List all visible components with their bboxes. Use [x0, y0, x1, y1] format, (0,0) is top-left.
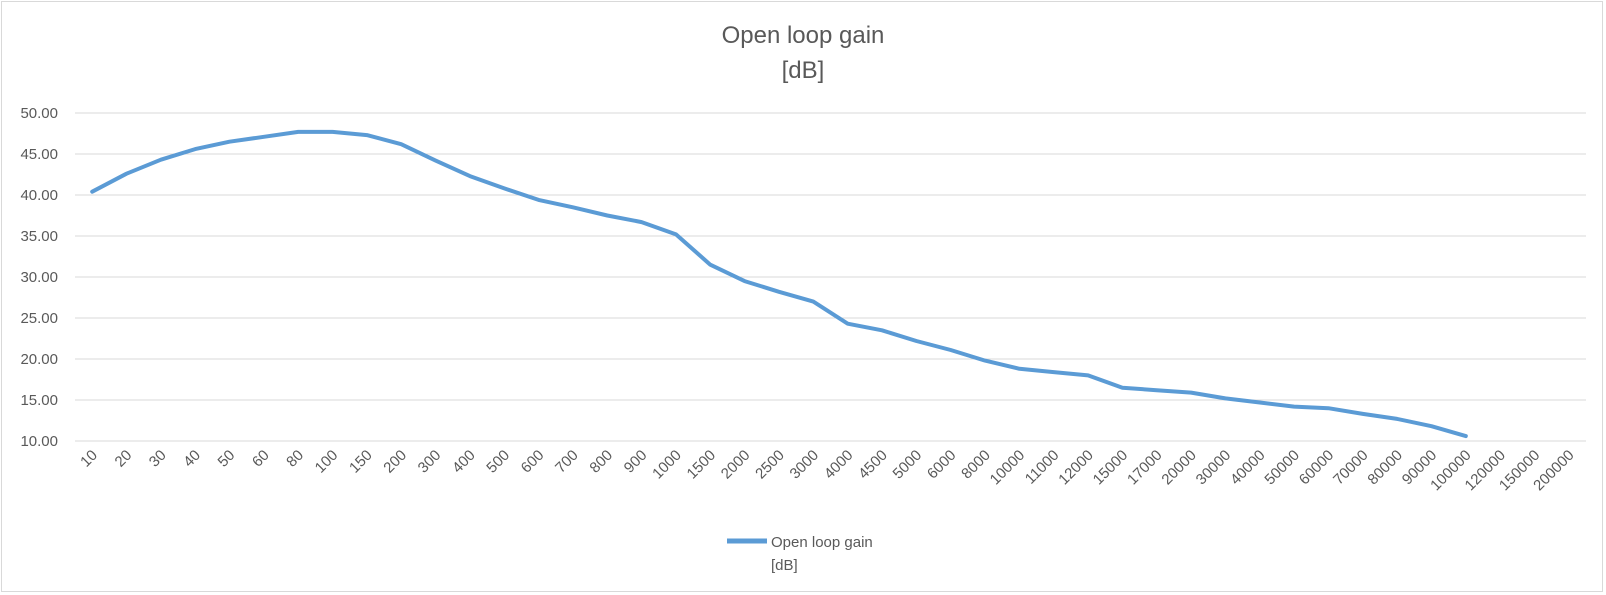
y-tick-label: 25.00	[20, 310, 58, 327]
x-tick-label: 50	[215, 447, 239, 471]
y-tick-label: 15.00	[20, 392, 58, 409]
series-group	[90, 129, 1468, 439]
x-tick-label: 80	[283, 447, 307, 471]
x-tick-label: 4000	[821, 447, 857, 483]
x-tick-label: 60	[249, 447, 273, 471]
y-tick-label: 10.00	[20, 433, 58, 450]
x-tick-label: 150	[346, 447, 376, 477]
legend: Open loop gain [dB]	[727, 534, 873, 574]
x-tick-label: 3000	[787, 447, 823, 483]
y-tick-label: 30.00	[20, 269, 58, 286]
series-line-0	[90, 129, 1468, 439]
x-tick-label: 5000	[890, 447, 926, 483]
x-tick-label: 17000	[1124, 447, 1166, 489]
x-tick-label: 200	[380, 447, 410, 477]
chart-title-line-1: Open loop gain	[722, 22, 885, 49]
x-tick-label: 500	[483, 447, 513, 477]
x-tick-label: 11000	[1022, 447, 1063, 488]
x-tick-label: 1500	[684, 447, 720, 483]
x-tick-label: 12000	[1055, 447, 1097, 489]
x-tick-label: 40000	[1227, 447, 1269, 489]
x-tick-label: 30	[146, 447, 170, 471]
gridlines	[75, 112, 1586, 442]
x-axis-ticks: 10 20 30 40 50 60 80 100 150 200 300 400 500 600 700 80…	[77, 447, 1577, 494]
x-tick-label: 10	[77, 447, 101, 471]
y-tick-label: 45.00	[20, 146, 58, 163]
y-tick-label: 40.00	[20, 187, 58, 204]
x-tick-label: 600	[518, 447, 548, 477]
x-tick-label: 2000	[718, 447, 754, 483]
y-tick-label: 35.00	[20, 228, 58, 245]
y-tick-label: 20.00	[20, 351, 58, 368]
y-tick-label: 50.00	[20, 105, 58, 122]
y-axis-ticks: 10.00 15.00 20.00 25.00 30.00 35.00 40.00 45.00…	[20, 105, 58, 450]
x-tick-label: 300	[415, 447, 445, 477]
x-tick-label: 40	[180, 447, 204, 471]
x-tick-label: 4500	[855, 447, 891, 483]
x-tick-label: 400	[449, 447, 479, 477]
x-tick-label: 30000	[1193, 447, 1235, 489]
x-tick-label: 50000	[1261, 447, 1303, 489]
x-tick-label: 15000	[1090, 447, 1132, 489]
x-tick-label: 20000	[1158, 447, 1200, 489]
x-tick-label: 20	[112, 447, 136, 471]
x-tick-label: 1000	[649, 447, 685, 483]
x-tick-label: 60000	[1296, 447, 1338, 489]
x-tick-label: 100	[312, 447, 342, 477]
x-tick-label: 2500	[752, 447, 788, 483]
x-tick-label: 10000	[987, 447, 1029, 489]
x-tick-label: 80000	[1364, 447, 1406, 489]
x-tick-label: 800	[586, 447, 616, 477]
legend-label-line-1: Open loop gain	[771, 534, 873, 551]
x-tick-label: 6000	[924, 447, 960, 483]
x-tick-label: 900	[621, 447, 651, 477]
x-tick-label: 70000	[1330, 447, 1372, 489]
chart-title-line-2: [dB]	[782, 57, 825, 84]
legend-label-line-2: [dB]	[771, 557, 798, 574]
x-tick-label: 700	[552, 447, 582, 477]
